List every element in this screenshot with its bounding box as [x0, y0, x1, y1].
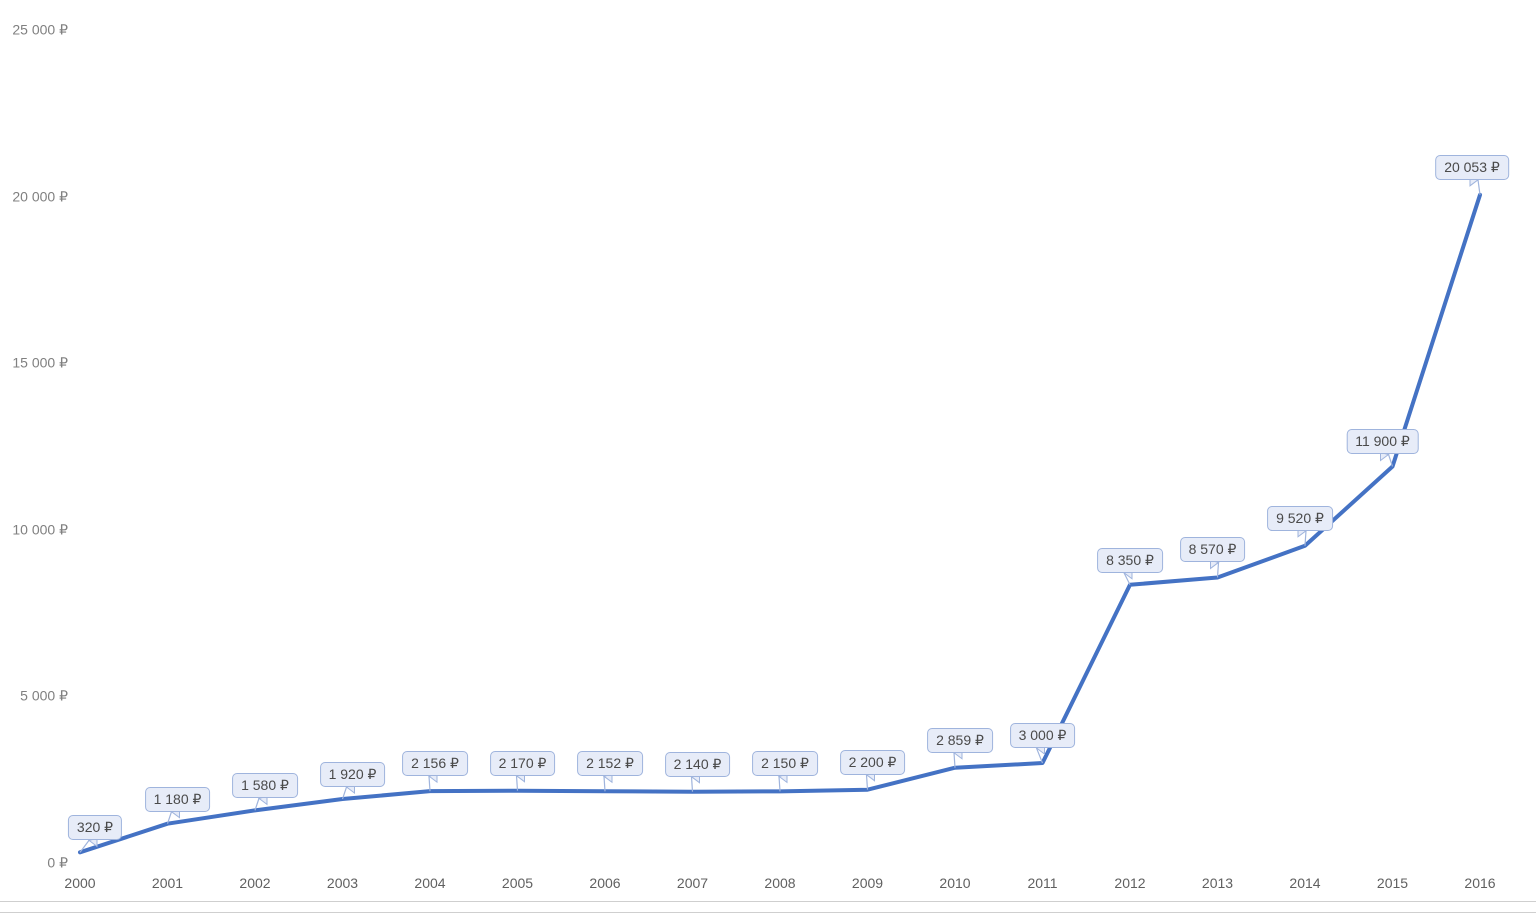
data-label: 8 350 ₽	[1097, 548, 1163, 573]
y-tick-label: 5 000 ₽	[20, 688, 68, 705]
x-tick-label: 2009	[852, 875, 883, 891]
x-tick-label: 2005	[502, 875, 533, 891]
label-leader	[429, 776, 430, 791]
data-label: 3 000 ₽	[1010, 723, 1076, 748]
y-tick-label: 0 ₽	[47, 855, 68, 872]
x-tick-label: 2013	[1202, 875, 1233, 891]
x-tick-label: 2016	[1464, 875, 1495, 891]
x-tick-label: 2014	[1289, 875, 1320, 891]
data-label: 2 150 ₽	[752, 751, 818, 776]
data-label: 1 920 ₽	[320, 762, 386, 787]
y-tick-label: 20 000 ₽	[12, 188, 68, 205]
data-label: 2 156 ₽	[402, 751, 468, 776]
x-tick-label: 2012	[1114, 875, 1145, 891]
label-leader	[867, 775, 868, 790]
data-label: 11 900 ₽	[1346, 429, 1419, 454]
data-label: 2 200 ₽	[840, 750, 906, 775]
y-tick-label: 15 000 ₽	[12, 355, 68, 372]
data-label: 2 859 ₽	[927, 728, 993, 753]
x-tick-label: 2007	[677, 875, 708, 891]
frame-line-top	[0, 901, 1536, 902]
data-label: 2 152 ₽	[577, 751, 643, 776]
x-axis: 2000 2001 2002 2003 2004 2005 2006 2007 2008 2009…	[0, 875, 1536, 899]
data-label: 1 180 ₽	[145, 787, 211, 812]
label-leader	[517, 776, 518, 791]
data-label: 2 170 ₽	[490, 751, 556, 776]
label-leader	[954, 753, 955, 768]
x-tick-label: 2000	[64, 875, 95, 891]
data-label: 8 570 ₽	[1180, 537, 1246, 562]
label-leader	[1389, 454, 1393, 466]
x-tick-label: 2004	[414, 875, 445, 891]
x-tick-label: 2011	[1027, 875, 1057, 891]
x-tick-label: 2001	[152, 875, 183, 891]
data-label: 1 580 ₽	[232, 773, 298, 798]
x-tick-label: 2010	[939, 875, 970, 891]
x-tick-label: 2006	[589, 875, 620, 891]
x-tick-label: 2008	[764, 875, 795, 891]
x-tick-label: 2003	[327, 875, 358, 891]
label-leader	[779, 776, 780, 791]
frame-line-bottom	[0, 912, 1536, 913]
data-label: 20 053 ₽	[1435, 155, 1509, 180]
plot-svg	[0, 0, 1536, 914]
label-leader	[692, 777, 693, 792]
y-tick-label: 25 000 ₽	[12, 22, 68, 39]
data-label: 2 140 ₽	[665, 752, 731, 777]
data-label: 9 520 ₽	[1267, 506, 1333, 531]
data-label: 320 ₽	[68, 815, 122, 840]
line-chart: 0 ₽ 5 000 ₽ 10 000 ₽ 15 000 ₽ 20 000 ₽ 25 000…	[0, 0, 1536, 914]
label-leader	[1478, 180, 1480, 195]
label-leader	[604, 776, 605, 791]
y-tick-label: 10 000 ₽	[12, 521, 68, 538]
x-tick-label: 2002	[239, 875, 270, 891]
x-tick-label: 2015	[1377, 875, 1408, 891]
